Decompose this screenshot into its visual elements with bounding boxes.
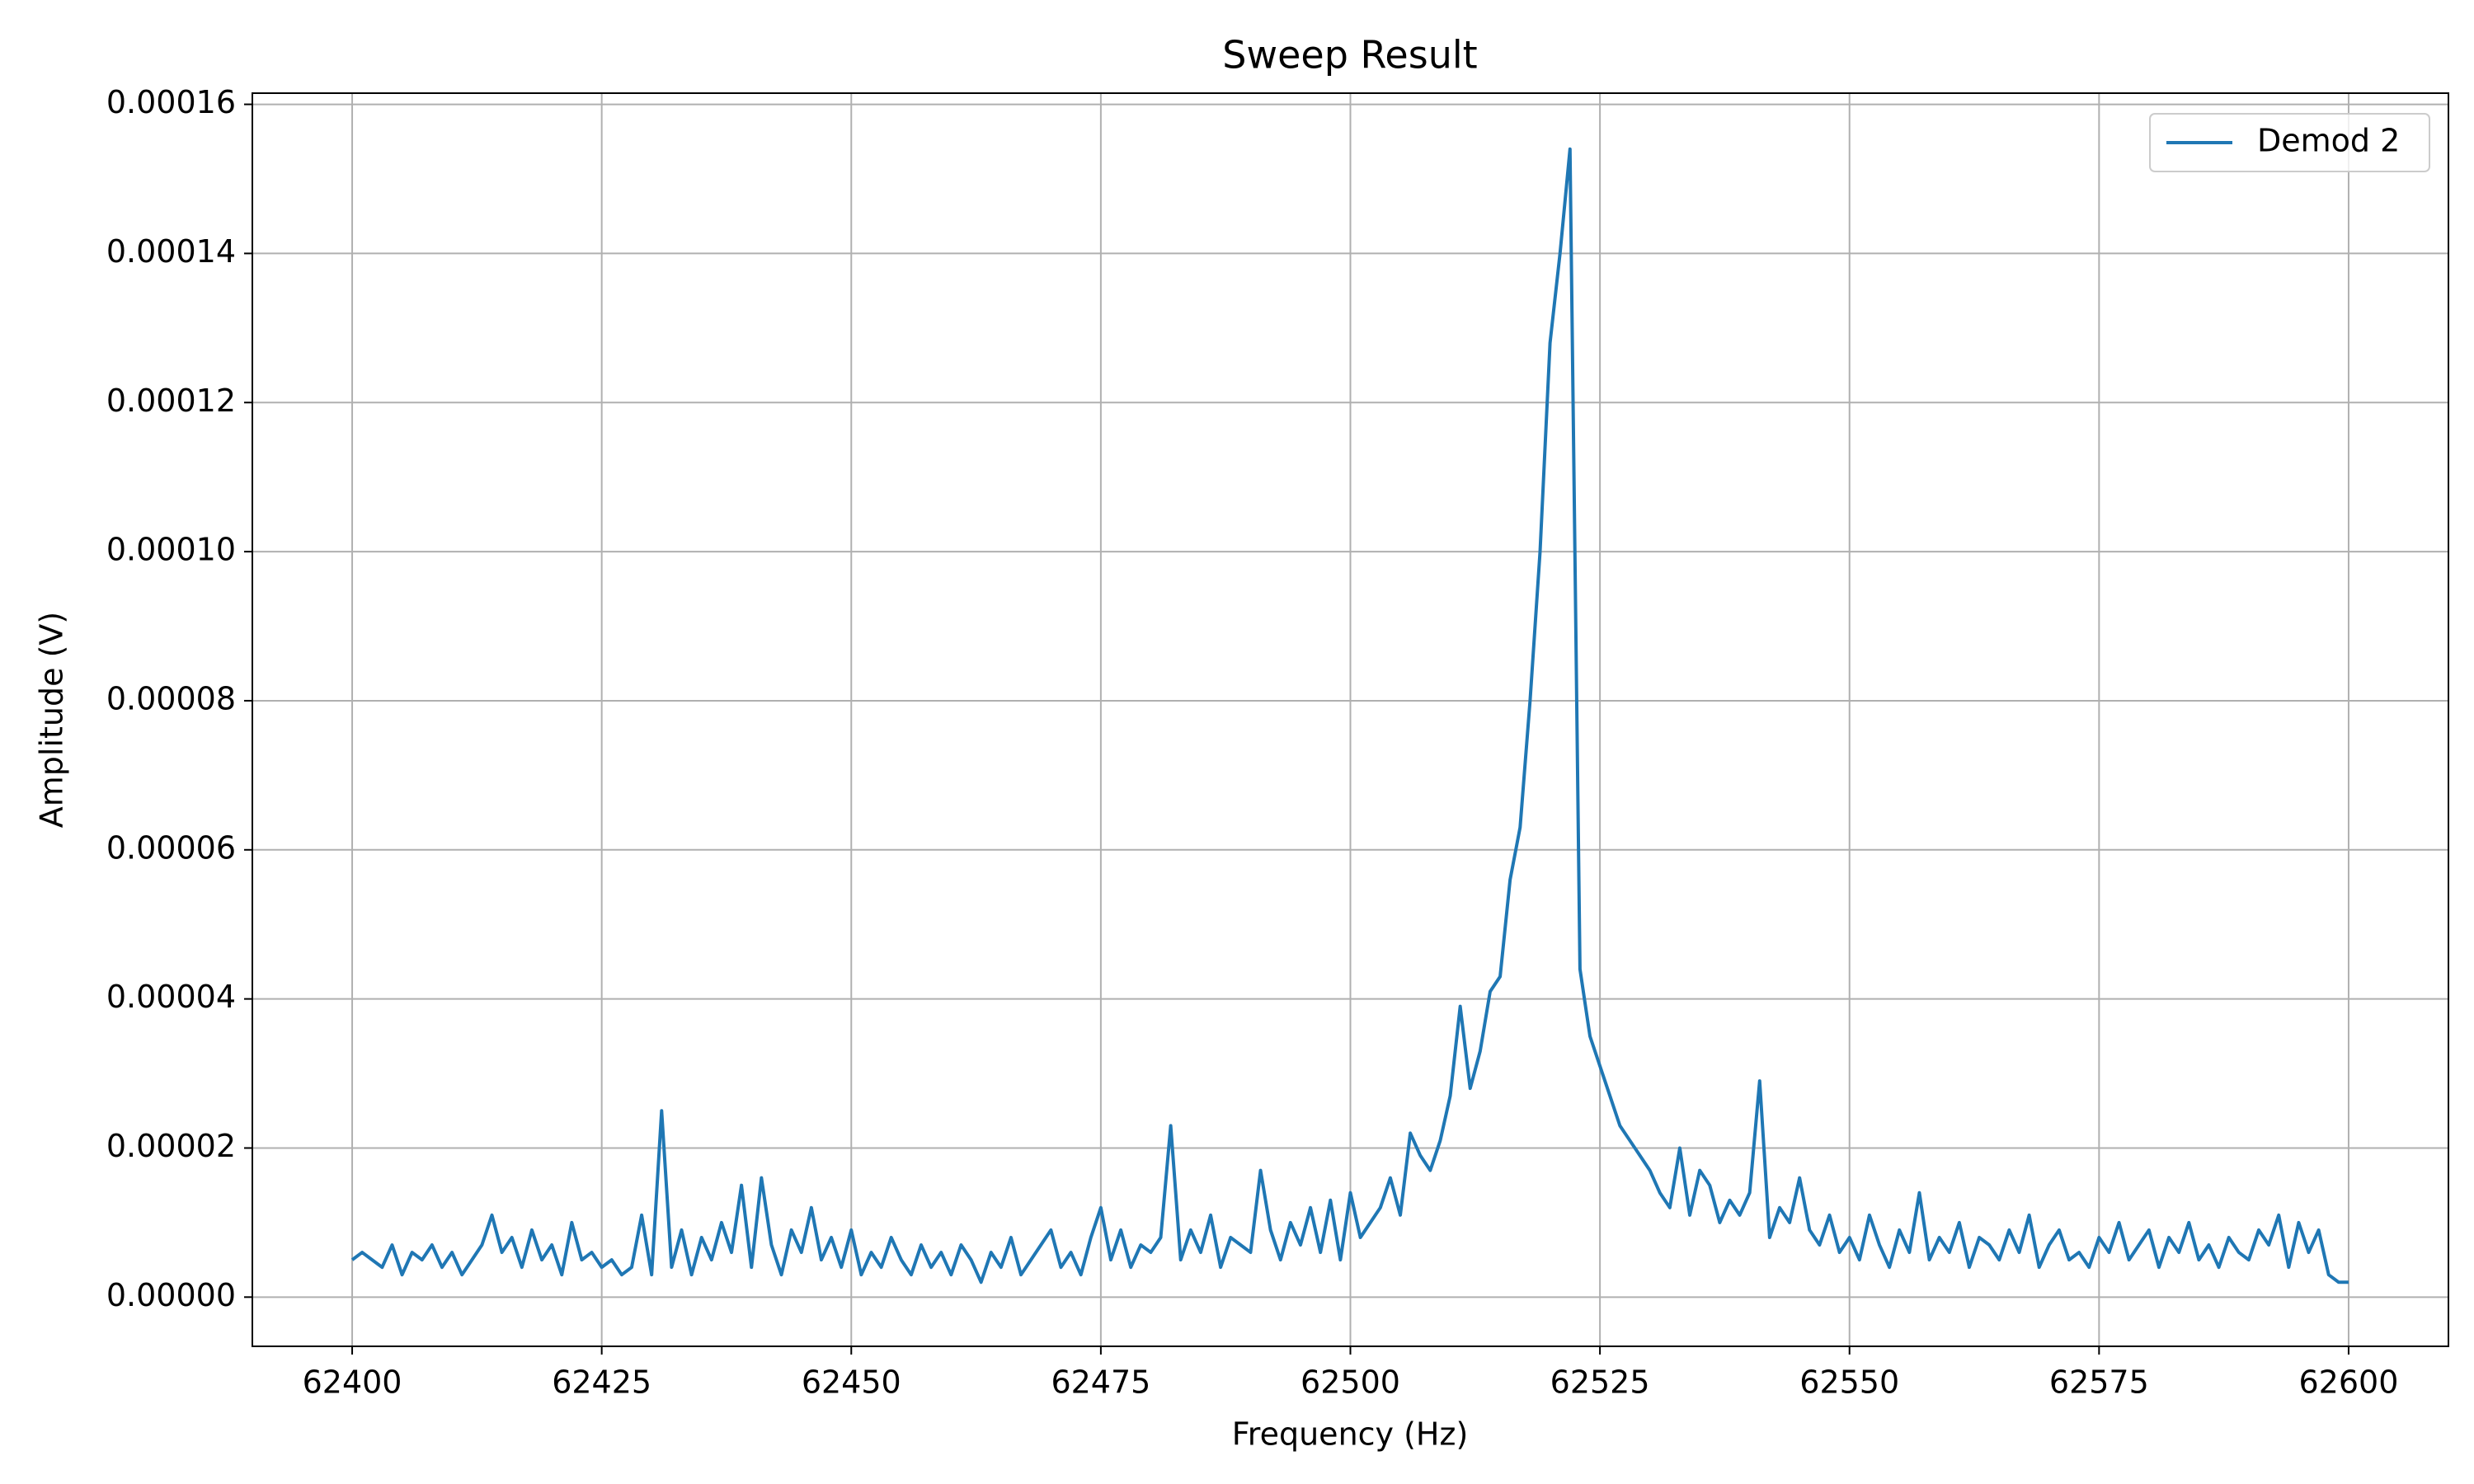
x-tick-label: 62525 <box>1550 1364 1650 1401</box>
data-line <box>350 147 2349 1284</box>
y-tick-label: 0.00008 <box>106 680 236 716</box>
grid <box>252 93 2448 1346</box>
y-tick-label: 0.00004 <box>106 979 236 1015</box>
y-tick-label: 0.00016 <box>106 84 236 120</box>
chart-title: Sweep Result <box>1222 33 1477 77</box>
x-tick-label: 62500 <box>1300 1364 1400 1401</box>
x-tick-label: 62400 <box>303 1364 402 1401</box>
legend-label: Demod 2 <box>2257 123 2400 159</box>
x-tick-label: 62550 <box>1799 1364 1899 1401</box>
x-tick-label: 62425 <box>552 1364 651 1401</box>
y-tick-label: 0.00002 <box>106 1128 236 1164</box>
x-tick-label: 62575 <box>2049 1364 2149 1401</box>
plot-area <box>350 147 2349 1284</box>
x-tick-label: 62450 <box>802 1364 901 1401</box>
x-tick-label: 62600 <box>2299 1364 2399 1401</box>
y-tick-label: 0.00000 <box>106 1277 236 1313</box>
x-axis-label: Frequency (Hz) <box>1232 1416 1469 1453</box>
y-tick-label: 0.00014 <box>106 233 236 270</box>
y-tick-label: 0.00006 <box>106 829 236 866</box>
y-tick-label: 0.00012 <box>106 383 236 419</box>
y-axis-label: Amplitude (V) <box>34 612 70 828</box>
y-tick-label: 0.00010 <box>106 532 236 568</box>
legend-box <box>2149 113 2430 172</box>
legend: Demod 2 <box>2149 113 2430 172</box>
x-tick-label: 62475 <box>1051 1364 1150 1401</box>
